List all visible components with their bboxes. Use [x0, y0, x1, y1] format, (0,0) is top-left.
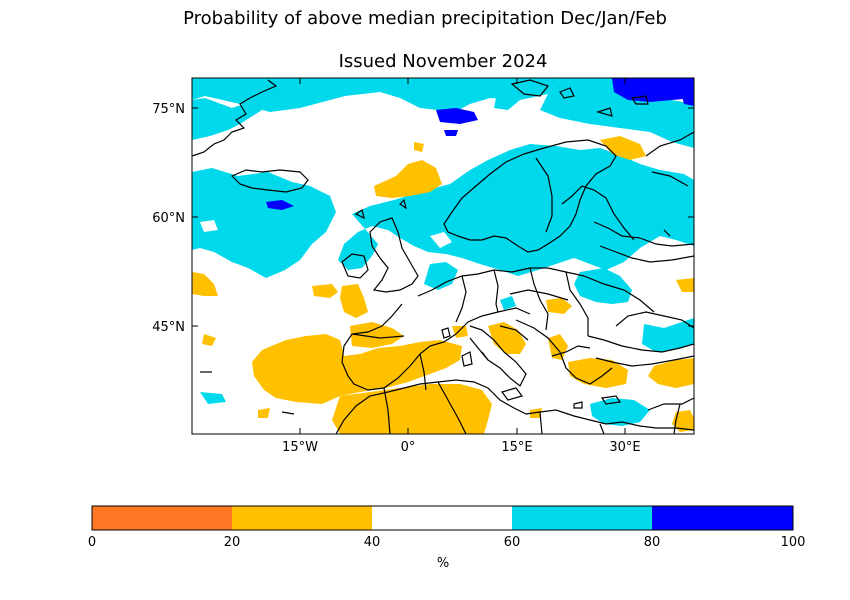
colorbar-segment-40-60	[372, 506, 512, 530]
lat-tick-label: 45°N	[152, 320, 185, 335]
above-median-80-100-region	[266, 78, 694, 210]
lon-tick-label: 15°W	[282, 440, 318, 455]
lat-tick-label: 60°N	[152, 211, 185, 226]
colorbar-segment-0-20	[92, 506, 232, 530]
probability-field	[192, 78, 694, 434]
above-median-60-80-region	[192, 78, 694, 426]
colorbar-tick-label: 60	[504, 535, 521, 550]
colorbar: 0 20 40 60 80 100 %	[88, 505, 806, 571]
colorbar-tick-label: 0	[88, 535, 96, 550]
below-60-gaps	[200, 130, 452, 248]
coastlines-and-borders	[192, 79, 694, 434]
lat-tick-label: 75°N	[152, 102, 185, 117]
colorbar-segment-60-80	[512, 506, 652, 530]
colorbar-tick-label: 80	[644, 535, 661, 550]
colorbar-tick-label: 100	[781, 535, 806, 550]
colorbar-frame	[91, 505, 794, 531]
colorbar-tick-label: 20	[224, 535, 241, 550]
longitude-axis: 15°W 0° 15°E 30°E	[282, 78, 641, 455]
colorbar-tick-label: 40	[364, 535, 381, 550]
latitude-axis: 75°N 60°N 45°N	[152, 102, 694, 335]
colorbar-segment-80-100	[652, 506, 793, 530]
colorbar-label: %	[437, 556, 449, 571]
map-frame	[191, 77, 695, 435]
figure-subtitle: Issued November 2024	[338, 51, 548, 72]
figure-title: Probability of above median precipitatio…	[183, 8, 667, 29]
above-median-20-40-region	[192, 136, 694, 434]
lon-tick-label: 0°	[401, 440, 416, 455]
lon-tick-label: 30°E	[609, 440, 640, 455]
lon-tick-label: 15°E	[501, 440, 532, 455]
colorbar-segment-20-40	[232, 506, 372, 530]
